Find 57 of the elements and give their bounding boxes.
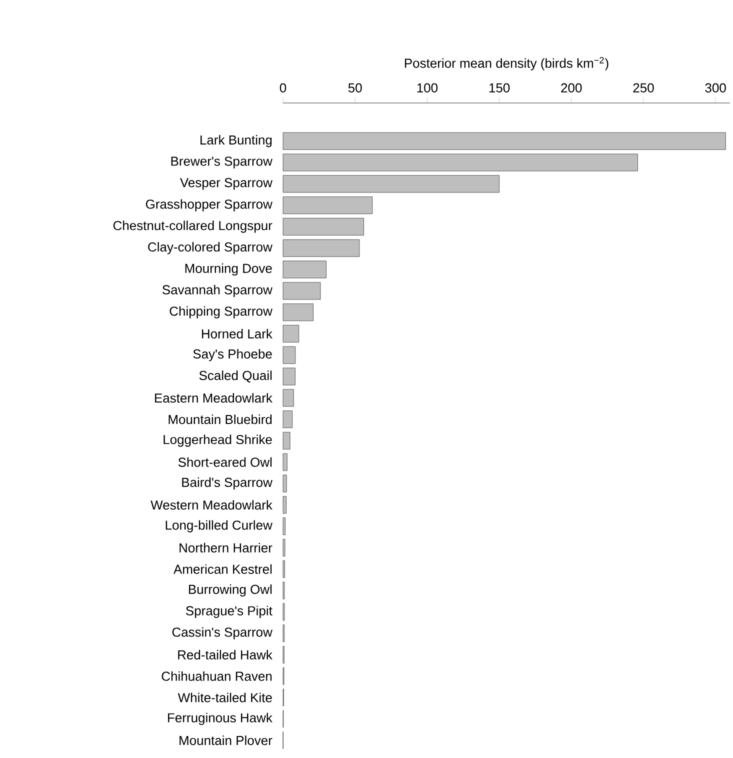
bar — [282, 218, 364, 236]
y-tick-label: Lark Bunting — [200, 135, 272, 148]
y-tick-label: American Kestrel — [174, 564, 272, 574]
bar — [282, 410, 293, 428]
x-tick-label: 250 — [633, 83, 654, 92]
bar — [282, 324, 300, 342]
x-tick-label: 0 — [280, 83, 286, 92]
y-tick-label: White-tailed Kite — [178, 692, 272, 702]
x-tick-label: 50 — [348, 83, 362, 92]
bar — [282, 496, 286, 514]
y-tick-label: Northern Harrier — [180, 542, 272, 552]
y-tick-label: Loggerhead Shrike — [164, 434, 272, 447]
y-tick-label: Grasshopper Sparrow — [146, 199, 272, 212]
bar — [282, 518, 286, 536]
y-tick-label: Chipping Sparrow — [170, 306, 272, 318]
bar — [282, 474, 287, 492]
bar — [282, 196, 373, 214]
y-tick-label: Chihuahuan Raven — [162, 671, 272, 681]
x-tick-label: 100 — [417, 83, 438, 92]
bar — [282, 175, 500, 193]
y-tick-label: Brewer's Sparrow — [171, 156, 272, 168]
y-tick-label: Eastern Meadowlark — [155, 393, 272, 403]
bar — [282, 346, 296, 364]
x-tick-label: 150 — [489, 83, 510, 92]
y-tick-label: Baird's Sparrow — [182, 477, 272, 490]
y-tick-label: Scaled Quail — [199, 370, 272, 382]
y-tick-label: Short-eared Owl — [178, 457, 272, 467]
x-tick-label: 200 — [561, 83, 582, 92]
y-tick-label: Sprague's Pipit — [186, 606, 272, 618]
y-tick-label: Mourning Dove — [185, 263, 272, 276]
y-tick-label: Long-billed Curlew — [166, 520, 272, 532]
x-tick-label: 300 — [705, 83, 726, 92]
y-tick-label: Say's Phoebe — [193, 349, 272, 362]
y-tick-label: Western Meadowlark — [150, 500, 272, 510]
bar — [282, 368, 296, 386]
bar — [282, 154, 638, 172]
x-axis-title: Posterior mean density (birds km$^{−2}$) — [404, 57, 608, 70]
y-tick-label: Vesper Sparrow — [180, 178, 272, 190]
y-tick-label: Cassin's Sparrow — [172, 627, 272, 640]
bar — [282, 538, 286, 556]
bar — [282, 432, 290, 450]
bar — [282, 260, 326, 278]
bar — [282, 304, 314, 322]
bar — [282, 132, 726, 150]
y-tick-label: Savannah Sparrow — [162, 284, 272, 297]
y-tick-label: Mountain Bluebird — [168, 414, 272, 424]
bar — [282, 389, 294, 407]
bar — [282, 453, 288, 471]
y-tick-label: Chestnut-collared Longspur — [113, 220, 272, 233]
bar — [282, 282, 321, 300]
bar — [282, 239, 360, 257]
y-tick-label: Ferruginous Hawk — [168, 712, 272, 725]
y-tick-label: Horned Lark — [202, 328, 272, 338]
y-tick-label: Burrowing Owl — [189, 584, 272, 597]
y-tick-label: Clay-colored Sparrow — [148, 242, 272, 254]
y-tick-label: Red-tailed Hawk — [178, 650, 272, 660]
y-tick-label: Mountain Plover — [180, 736, 272, 746]
